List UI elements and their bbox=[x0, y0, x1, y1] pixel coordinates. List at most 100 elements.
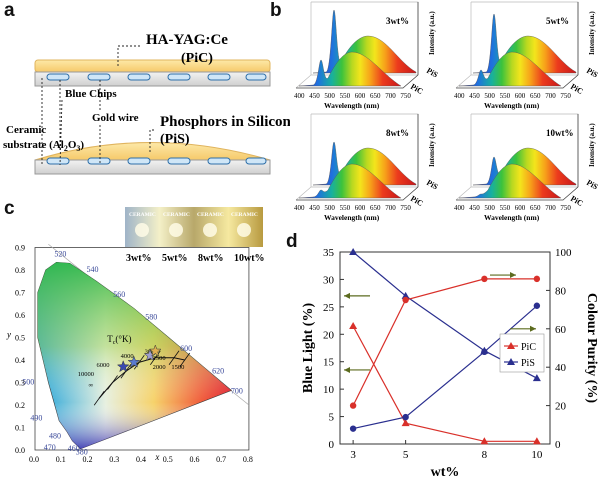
data-point-pic bbox=[349, 402, 357, 409]
chart-frame bbox=[339, 251, 551, 445]
cie-ytick: 0.7 bbox=[15, 289, 25, 298]
cie-xtick: 0.1 bbox=[56, 455, 66, 464]
cie-wavelength-label: 560 bbox=[113, 290, 125, 299]
cct-isotherm bbox=[168, 350, 180, 365]
y2tick-label: 40 bbox=[555, 362, 567, 374]
plot-xtick: 500 bbox=[324, 92, 335, 100]
plot-xtick: 500 bbox=[484, 204, 495, 212]
plot-xtick: 600 bbox=[515, 92, 526, 100]
legend-label: PiS bbox=[521, 358, 535, 369]
legend-marker bbox=[507, 342, 515, 349]
pis-blue-chips bbox=[46, 157, 267, 165]
photo-strip-text: CERAMIC bbox=[163, 212, 190, 218]
cie-wavelength-label: 490 bbox=[30, 414, 42, 423]
pis-abbr-label: (PiS) bbox=[160, 132, 190, 147]
plot-xtick: 400 bbox=[294, 204, 305, 212]
photo-label: 5wt% bbox=[162, 253, 188, 264]
plot-ylabel: Intensity (a.u.) bbox=[588, 11, 596, 55]
cie-ytick: 0.3 bbox=[15, 379, 25, 388]
blue-chips-label: Blue Chips bbox=[65, 88, 117, 100]
panel-label-d: d bbox=[286, 231, 298, 252]
ceramic-label-2: substrate (Al2O3) bbox=[3, 139, 84, 153]
pic-name-label: HA-YAG:Ce bbox=[146, 32, 228, 48]
chromaticity-point bbox=[116, 360, 130, 373]
ytick-label: 5 bbox=[329, 412, 335, 424]
cct-label: 4000 bbox=[121, 353, 134, 360]
depth-label-pis: PiS bbox=[585, 178, 600, 192]
spectrum-pic bbox=[458, 51, 562, 87]
cct-isotherm bbox=[93, 391, 105, 406]
spectrum-pic bbox=[298, 163, 402, 199]
panel-label-b: b bbox=[270, 0, 282, 21]
pis-substrate bbox=[34, 159, 271, 175]
cie-wavelength-label: 470 bbox=[44, 443, 56, 452]
legend-box bbox=[499, 333, 545, 373]
series-line-pic bbox=[352, 278, 537, 406]
leader-lines bbox=[41, 45, 155, 166]
cie-ytick: 0.4 bbox=[15, 356, 25, 365]
cie-ytick: 0.1 bbox=[15, 424, 25, 433]
cie-ytick: 0.6 bbox=[15, 311, 25, 320]
cie-axes-frame bbox=[34, 247, 250, 451]
plot-xtick: 700 bbox=[545, 204, 556, 212]
plot-xlabel: Wavelength (nm) bbox=[484, 213, 540, 222]
pic-abbr-label: (PiC) bbox=[181, 51, 213, 66]
plot-xtick: 450 bbox=[469, 204, 480, 212]
depth-label-pic: PiC bbox=[409, 82, 425, 96]
y2tick-label: 0 bbox=[555, 439, 561, 451]
plot-baseline bbox=[456, 186, 579, 201]
xtick-label: 8 bbox=[482, 449, 488, 461]
axis-indicator-head bbox=[344, 292, 350, 299]
legend-marker bbox=[507, 358, 515, 365]
cie-xtick: 0.7 bbox=[216, 455, 226, 464]
data-point-pis bbox=[349, 248, 358, 255]
plot-xlabel: Wavelength (nm) bbox=[484, 101, 540, 110]
ytick-label: 20 bbox=[323, 329, 335, 341]
photo-label: 10wt% bbox=[234, 253, 265, 264]
depth-label-pic: PiC bbox=[409, 194, 425, 208]
y2-axis-label: Colour Purity (%) bbox=[584, 293, 599, 404]
pis-name-label: Phosphors in Silicon bbox=[160, 114, 290, 130]
axis-indicator-head bbox=[530, 325, 536, 332]
depth-label-pis: PiS bbox=[585, 66, 600, 80]
cct-label: 10000 bbox=[78, 371, 94, 378]
plot-xtick: 600 bbox=[515, 204, 526, 212]
spectrum-pic bbox=[458, 163, 562, 199]
pic-phosphor-plate bbox=[34, 59, 271, 73]
cie-xlabel: x bbox=[154, 452, 159, 462]
cie-ytick: 0.2 bbox=[15, 401, 25, 410]
axis-indicator-head bbox=[510, 272, 516, 279]
panel-c-cie-diagram: 0.0 0.1 0.2 0.3 0.4 0.5 0.6 0.7 0.8 0.0 0.1 0.2 0.3 0… bbox=[6, 207, 265, 464]
cct-isotherm bbox=[179, 352, 191, 368]
depth-label-pis: PiS bbox=[425, 66, 440, 80]
data-point-pis bbox=[349, 425, 357, 432]
cie-xtick: 0.2 bbox=[82, 455, 92, 464]
plot-baseline bbox=[296, 74, 419, 89]
plot-xtick: 700 bbox=[385, 92, 396, 100]
y-axis-label: Blue Light (%) bbox=[301, 303, 316, 394]
spectrum-pic bbox=[298, 51, 402, 87]
data-point-pic bbox=[402, 296, 409, 304]
plot-conc-label: 10wt% bbox=[546, 128, 574, 138]
cct-label: 1500 bbox=[171, 364, 184, 371]
plot-xtick: 650 bbox=[370, 204, 381, 212]
cie-xtick: 0.6 bbox=[189, 455, 199, 464]
plot-baseline bbox=[296, 186, 419, 201]
chart-legend: PiC PiS bbox=[499, 333, 545, 373]
xtick-label: 10 bbox=[531, 449, 543, 461]
legend-label: PiC bbox=[521, 342, 536, 353]
cct-label: 6000 bbox=[97, 362, 110, 369]
tc-label: Tc(°K) bbox=[107, 334, 131, 346]
plot-xtick: 500 bbox=[324, 204, 335, 212]
ytick-label: 10 bbox=[323, 384, 335, 396]
plot-xtick: 750 bbox=[400, 92, 411, 100]
cie-xtick: 0.4 bbox=[136, 455, 146, 464]
y2tick-label: 20 bbox=[555, 401, 567, 413]
plot-xtick: 400 bbox=[454, 92, 465, 100]
cie-locus-overlay bbox=[37, 262, 232, 449]
plot-xtick: 550 bbox=[500, 92, 511, 100]
plot-xtick: 650 bbox=[530, 204, 541, 212]
